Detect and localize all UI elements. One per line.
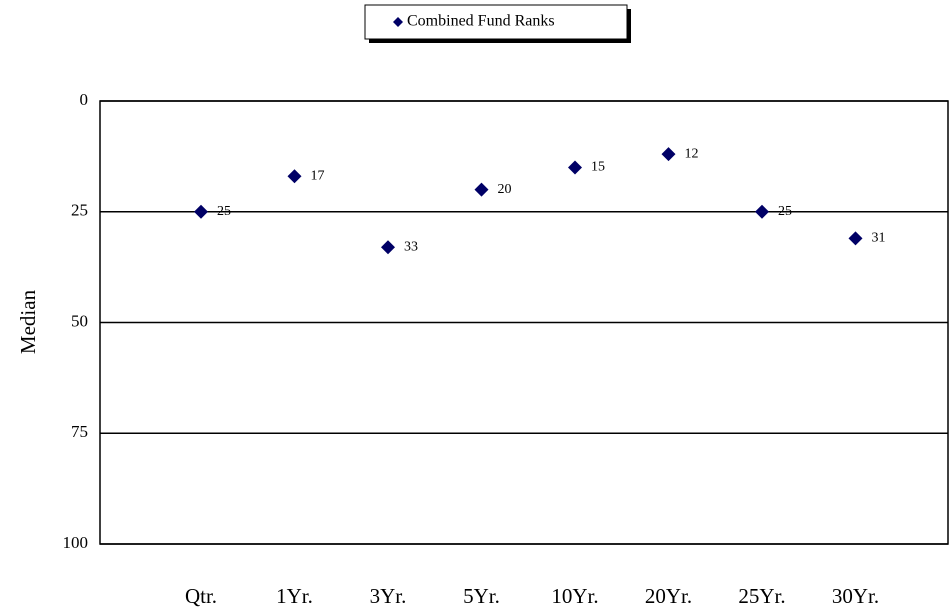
data-label: 12 bbox=[685, 146, 699, 161]
x-tick-label: 25Yr. bbox=[738, 584, 785, 608]
x-tick-label: 1Yr. bbox=[276, 584, 313, 608]
data-label: 25 bbox=[778, 204, 792, 219]
x-tick-label: 20Yr. bbox=[645, 584, 692, 608]
data-label: 25 bbox=[217, 204, 231, 219]
y-tick-label: 100 bbox=[63, 533, 89, 552]
data-label: 17 bbox=[311, 169, 325, 184]
marker bbox=[848, 231, 863, 246]
legend-label: Combined Fund Ranks bbox=[407, 13, 555, 30]
y-axis-label: Median bbox=[16, 289, 40, 354]
data-label: 33 bbox=[404, 239, 418, 254]
data-label: 31 bbox=[872, 231, 886, 246]
y-tick-label: 0 bbox=[80, 90, 89, 109]
data-label: 20 bbox=[498, 182, 512, 197]
marker bbox=[661, 147, 676, 162]
y-tick-label: 25 bbox=[71, 201, 88, 220]
legend-box bbox=[364, 4, 628, 40]
x-tick-label: 3Yr. bbox=[370, 584, 407, 608]
marker bbox=[474, 182, 489, 197]
x-tick-label: 30Yr. bbox=[832, 584, 879, 608]
x-tick-label: 5Yr. bbox=[463, 584, 500, 608]
legend-marker bbox=[393, 17, 403, 27]
data-label: 15 bbox=[591, 160, 605, 175]
y-tick-label: 75 bbox=[71, 422, 88, 441]
x-tick-label: 10Yr. bbox=[551, 584, 598, 608]
marker bbox=[381, 240, 395, 255]
marker bbox=[755, 204, 769, 219]
marker bbox=[287, 169, 302, 184]
marker bbox=[194, 204, 208, 219]
y-tick-label: 50 bbox=[71, 311, 88, 330]
marker bbox=[568, 160, 582, 175]
x-tick-label: Qtr. bbox=[185, 584, 217, 608]
